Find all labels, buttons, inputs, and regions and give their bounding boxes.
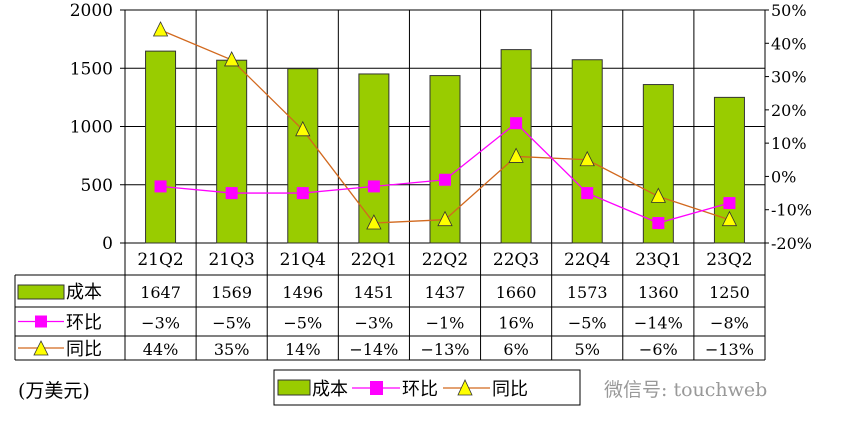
y-right-tick-label: 40% [771,34,807,53]
legend-bar-key [277,379,311,396]
marker-triangle [437,210,453,227]
category-label: 21Q3 [208,250,254,270]
legend-triangle-key [457,379,473,396]
category-label: 23Q2 [706,250,752,270]
table-cell: −5% [283,314,322,333]
category-label: 21Q2 [137,250,183,270]
table-row-label: 成本 [66,282,102,303]
marker-triangle [579,150,595,167]
legend-label: 同比 [492,379,528,400]
table-cell: −13% [705,340,754,359]
bar-23Q1 [642,84,674,244]
y-left-tick-label: 0 [102,234,113,254]
table-cell: 1573 [567,283,608,302]
y-right-tick-label: 20% [771,101,807,120]
y-right-tick-label: 10% [771,134,807,153]
y-left-tick-label: 2000 [70,1,113,21]
table-cell: 1496 [282,283,323,302]
bar-21Q2 [145,50,177,244]
table-cell: −8% [710,314,749,333]
category-label: 22Q4 [564,250,610,270]
marker-triangle [366,214,382,230]
unit-label: (万美元) [18,380,90,402]
table-row-label: 环比 [66,313,102,334]
table-cell: −5% [212,314,251,333]
bar-21Q3 [216,59,248,244]
legend-key-bar [17,284,65,300]
category-label: 23Q1 [635,250,681,270]
category-label: 22Q2 [422,250,468,270]
bar-22Q3 [500,49,532,244]
marker-square [225,187,238,200]
table-cell: 5% [575,340,600,359]
marker-square [367,180,380,193]
table-cell: 1250 [709,283,750,302]
y-right-tick-label: 50% [771,1,807,20]
y-left-tick-label: 1000 [70,118,113,138]
table-cell: −6% [639,340,678,359]
marker-triangle [508,147,524,163]
watermark: 微信号: touchweb [604,379,767,401]
y-right-tick-label: -10% [771,201,812,220]
table-cell: 1660 [496,283,537,302]
y-right-tick-label: -20% [771,234,812,253]
category-label: 22Q3 [493,250,539,270]
legend-key-square [35,315,47,328]
marker-square [652,217,665,230]
y-left-tick-label: 1500 [70,59,113,79]
marker-square [723,197,736,210]
table-cell: 1451 [354,283,395,302]
table-row-label: 同比 [66,339,102,360]
table-cell: −14% [349,340,398,359]
legend-label: 环比 [402,379,438,400]
table-cell: 35% [214,340,250,359]
marker-square [581,187,594,200]
legend-label: 成本 [312,379,348,400]
marker-triangle [295,120,311,137]
table-cell: −5% [568,314,607,333]
table-cell: 14% [285,340,321,359]
table-cell: −14% [634,314,683,333]
legend-square-key [370,381,383,395]
table-cell: −3% [141,314,180,333]
y-right-tick-label: 0% [771,167,796,186]
marker-triangle [721,210,738,227]
category-label: 21Q4 [280,250,326,270]
table-cell: 1647 [140,283,181,302]
table-cell: 1437 [425,283,466,302]
table-cell: 44% [143,340,179,359]
marker-triangle [152,21,169,37]
marker-triangle [224,51,240,67]
marker-square [510,117,523,130]
legend-key-triangle [33,340,49,356]
y-right-tick-label: 30% [771,68,807,87]
y-left-tick-label: 500 [81,176,113,196]
table-cell: 1569 [211,283,252,302]
table-cell: −1% [426,314,465,333]
table-cell: 1360 [638,283,679,302]
legend [273,369,581,406]
table-cell: 6% [503,340,528,359]
marker-triangle [650,187,666,203]
table-cell: 16% [498,314,534,333]
marker-square [296,187,309,200]
bar-21Q4 [287,68,319,244]
table-cell: −13% [421,340,470,359]
marker-square [439,173,451,186]
table-cell: −3% [354,314,393,333]
category-label: 22Q1 [351,250,397,270]
marker-square [154,180,167,193]
